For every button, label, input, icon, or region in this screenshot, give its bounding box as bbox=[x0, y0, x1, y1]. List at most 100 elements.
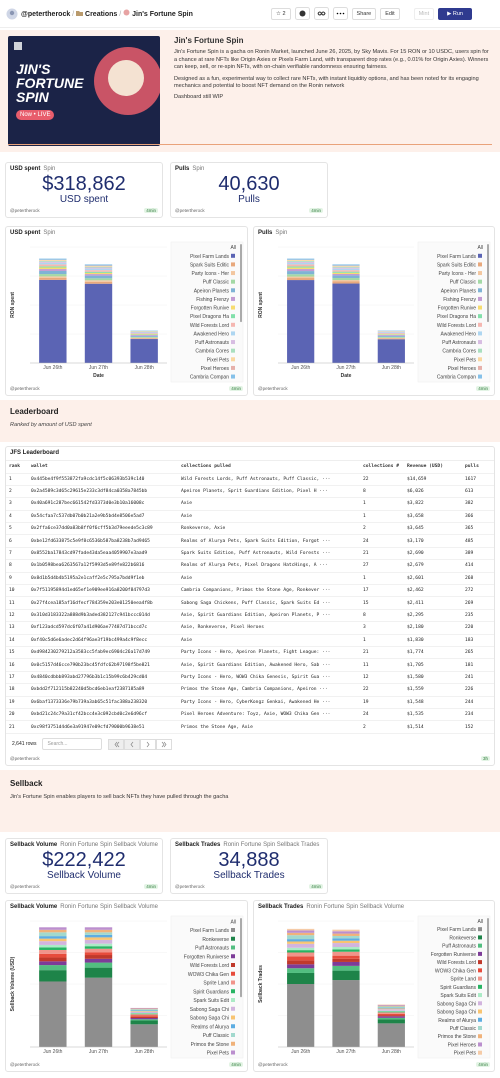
legend-entry[interactable]: Pixel Heroes bbox=[201, 366, 230, 372]
legend-entry[interactable]: Pixel Pets bbox=[454, 357, 477, 363]
legend-toggle[interactable]: All bbox=[230, 245, 236, 251]
author[interactable]: @petertherock bbox=[10, 208, 40, 213]
legend-entry[interactable]: Realms of Alurya bbox=[191, 1024, 229, 1030]
legend-entry[interactable]: Puff Astronauts bbox=[195, 340, 229, 346]
legend-toggle[interactable]: All bbox=[230, 919, 236, 925]
legend-swatch bbox=[231, 271, 235, 276]
legend-entry[interactable]: Pixel Dragons Ha bbox=[190, 314, 229, 320]
legend-entry[interactable]: Pixel Heroes bbox=[448, 366, 477, 372]
embed-button[interactable] bbox=[313, 7, 329, 20]
table-cell: 20 bbox=[6, 708, 28, 722]
table-cell: $2,462 bbox=[404, 584, 462, 598]
legend-entry[interactable]: Puff Classic bbox=[203, 1033, 230, 1039]
github-button[interactable] bbox=[294, 7, 310, 20]
legend-entry[interactable]: Ronkeverse bbox=[202, 937, 229, 943]
legend-entry[interactable]: Wild Forests Lord bbox=[437, 960, 476, 966]
folder-link[interactable]: Creations bbox=[85, 11, 118, 18]
legend-entry[interactable]: Pixel Pets bbox=[207, 1051, 230, 1057]
legend-entry[interactable]: Puff Astronauts bbox=[442, 340, 476, 346]
legend-entry[interactable]: Cambria Cores bbox=[195, 349, 229, 355]
legend-entry[interactable]: Realms of Alurya bbox=[438, 1018, 476, 1024]
legend-entry[interactable]: Wild Forests Lord bbox=[190, 963, 229, 969]
legend-entry[interactable]: Forgotten Runiverse bbox=[431, 952, 477, 958]
legend-entry[interactable]: WOW3 Chika Gen bbox=[435, 968, 476, 974]
legend-entry[interactable]: Cambria Compan bbox=[437, 375, 476, 381]
more-button[interactable] bbox=[332, 7, 348, 20]
share-button[interactable]: Share bbox=[351, 7, 377, 20]
legend-entry[interactable]: Wild Forests Lord bbox=[190, 323, 229, 329]
edit-button[interactable]: Edit bbox=[380, 7, 400, 20]
table-cell: 14 bbox=[6, 634, 28, 647]
legend-toggle[interactable]: All bbox=[477, 245, 483, 251]
legend-entry[interactable]: Spark Suits Editic bbox=[437, 262, 477, 268]
author[interactable]: @petertherock bbox=[10, 756, 40, 761]
legend-entry[interactable]: Forgotten Runive bbox=[438, 306, 477, 312]
legend-swatch bbox=[231, 262, 235, 267]
y-axis-label: RON spent bbox=[10, 292, 16, 318]
author[interactable]: @petertherock bbox=[258, 386, 288, 391]
legend-entry[interactable]: Awakened Hero bbox=[194, 331, 230, 337]
table-row: 21 0xc98f3751d4d6e3a91947e09cfd79000b9638… bbox=[6, 720, 494, 734]
legend-entry[interactable]: Sabong Saga Chi bbox=[437, 1010, 476, 1016]
legend-entry[interactable]: Apeiron Planets bbox=[194, 288, 230, 294]
legend-entry[interactable]: Pixel Dragons Ha bbox=[437, 314, 476, 320]
legend-entry[interactable]: Party Icons - Her bbox=[438, 271, 476, 277]
bar-segment bbox=[84, 927, 113, 930]
legend-entry[interactable]: Pixel Pets bbox=[207, 357, 230, 363]
legend-entry[interactable]: Puff Classic bbox=[450, 280, 477, 286]
legend-entry[interactable]: Primos the Stone bbox=[438, 1034, 477, 1040]
star-button[interactable]: ☆ 2 bbox=[271, 7, 291, 20]
author[interactable]: @petertherock bbox=[10, 884, 40, 889]
legend-entry[interactable]: Spirit Guardians bbox=[193, 989, 229, 995]
legend-entry[interactable]: Spirit Guardians bbox=[440, 985, 476, 991]
legend-entry[interactable]: Pixel Heroes bbox=[448, 1042, 477, 1048]
legend-entry[interactable]: Puff Classic bbox=[203, 280, 230, 286]
legend-entry[interactable]: Sprite Land bbox=[450, 977, 476, 983]
legend-entry[interactable]: Cambria Cores bbox=[442, 349, 476, 355]
legend-entry[interactable]: Sabong Saga Chi bbox=[437, 1001, 476, 1007]
legend-entry[interactable]: WOW3 Chika Gen bbox=[188, 972, 229, 978]
legend-entry[interactable]: Pixel Farm Lands bbox=[190, 928, 229, 934]
legend-entry[interactable]: Spark Suits Edit bbox=[193, 998, 229, 1004]
mint-button[interactable]: Mint bbox=[413, 7, 435, 20]
table-cell: 2 bbox=[360, 720, 404, 734]
user-link[interactable]: @petertherock bbox=[21, 11, 71, 18]
legend-entry[interactable]: Pixel Farm Lands bbox=[437, 927, 476, 933]
author[interactable]: @petertherock bbox=[175, 208, 205, 213]
legend-entry[interactable]: Wild Forests Lord bbox=[437, 323, 476, 329]
legend-entry[interactable]: Puff Astronauts bbox=[442, 944, 476, 950]
legend-toggle[interactable]: All bbox=[477, 919, 483, 925]
legend-entry[interactable]: Sabong Saga Chi bbox=[190, 1007, 229, 1013]
legend-entry[interactable]: Fishing Frenzy bbox=[443, 297, 476, 303]
run-button[interactable]: ▶ Run bbox=[438, 7, 472, 20]
counter-label: Sellback Volume bbox=[47, 870, 121, 881]
legend-entry[interactable]: Spark Suits Edit bbox=[440, 993, 476, 999]
legend-entry[interactable]: Puff Astronauts bbox=[195, 946, 229, 952]
search-input[interactable]: Search... bbox=[42, 738, 103, 750]
legend-swatch bbox=[231, 357, 235, 362]
chart: Jun 26th Jun 27th Jun 28th Date RON spent All… bbox=[10, 241, 244, 383]
legend-entry[interactable]: Forgotten Runiverse bbox=[184, 954, 230, 960]
author[interactable]: @petertherock bbox=[10, 1062, 40, 1067]
legend-entry[interactable]: Party Icons - Her bbox=[191, 271, 229, 277]
pagination[interactable] bbox=[108, 738, 173, 750]
author[interactable]: @petertherock bbox=[258, 1062, 288, 1067]
legend-entry[interactable]: Sprite Land bbox=[203, 981, 229, 987]
legend-entry[interactable]: Pixel Pets bbox=[454, 1051, 477, 1057]
legend-entry[interactable]: Pixel Farm Lands bbox=[190, 254, 229, 260]
legend-entry[interactable]: Pixel Farm Lands bbox=[437, 254, 476, 260]
legend-entry[interactable]: Primos the Stone bbox=[191, 1042, 230, 1048]
author[interactable]: @petertherock bbox=[175, 884, 205, 889]
legend-entry[interactable]: Forgotten Runive bbox=[191, 306, 230, 312]
legend-entry[interactable]: Apeiron Planets bbox=[441, 288, 477, 294]
author[interactable]: @petertherock bbox=[10, 386, 40, 391]
legend-entry[interactable]: Puff Classic bbox=[450, 1026, 477, 1032]
bar-segment bbox=[287, 267, 315, 270]
legend-entry[interactable]: Awakened Hero bbox=[441, 331, 477, 337]
legend-entry[interactable]: Sabong Saga Chi bbox=[190, 1016, 229, 1022]
bar-segment bbox=[39, 929, 67, 933]
legend-entry[interactable]: Fishing Frenzy bbox=[196, 297, 229, 303]
legend-entry[interactable]: Spark Suits Editic bbox=[190, 262, 230, 268]
legend-entry[interactable]: Cambria Compan bbox=[190, 375, 229, 381]
legend-entry[interactable]: Ronkeverse bbox=[449, 935, 476, 941]
